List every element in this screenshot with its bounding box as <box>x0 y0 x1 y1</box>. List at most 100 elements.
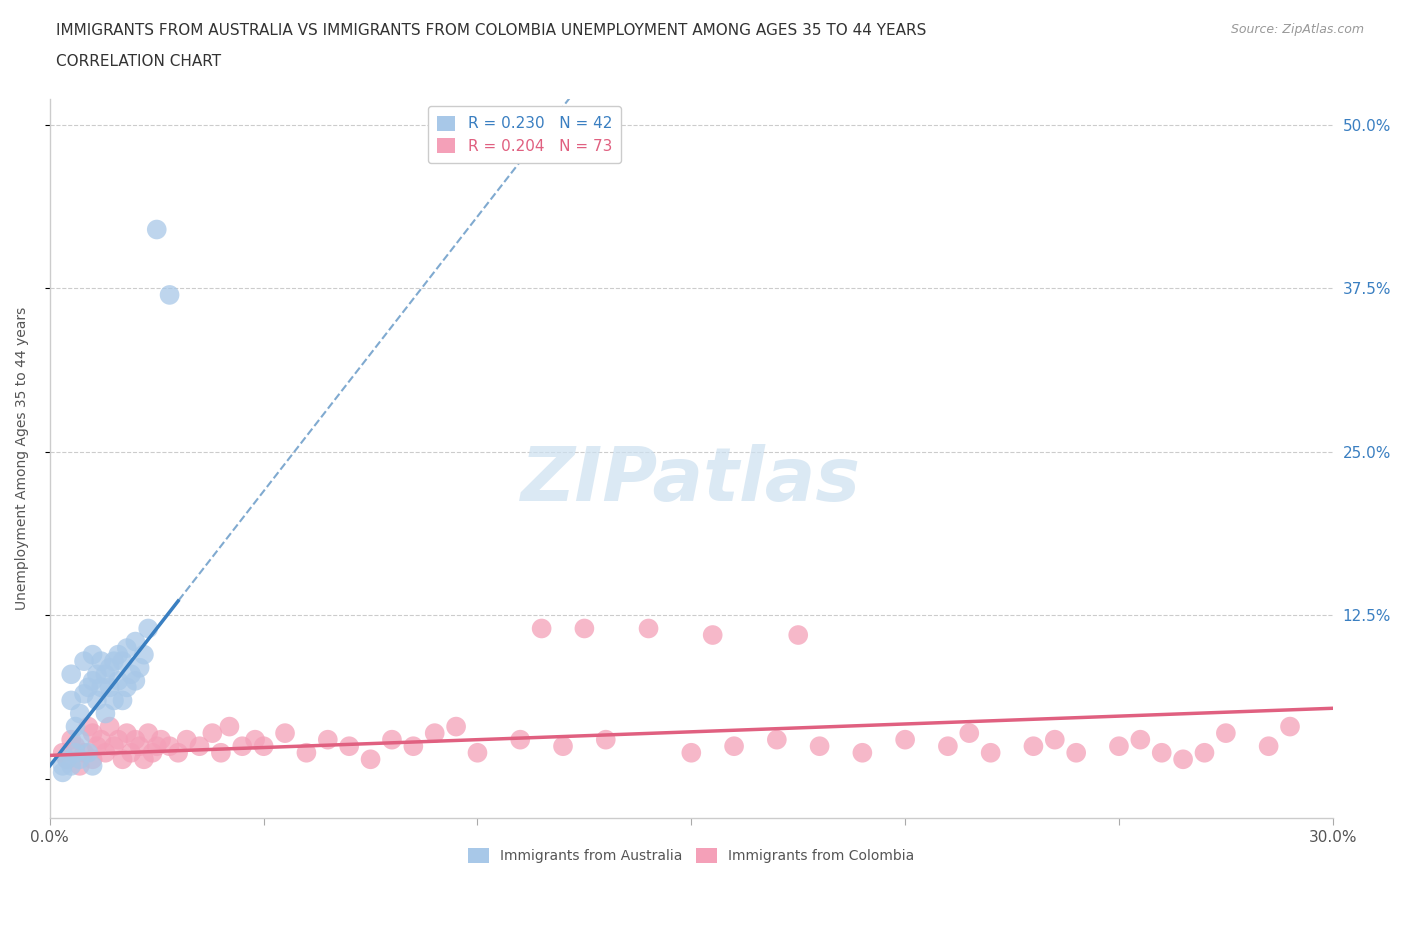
Point <box>73 745 96 760</box>
Text: Source: ZipAtlas.com: Source: ZipAtlas.com <box>1230 23 1364 36</box>
Point <box>73 686 96 701</box>
Point <box>808 738 831 753</box>
Point <box>60 758 83 773</box>
Point <box>145 738 167 753</box>
Point <box>107 673 129 688</box>
Point <box>295 745 318 760</box>
Point <box>766 732 789 747</box>
Point <box>82 647 104 662</box>
Point <box>115 680 138 695</box>
Point <box>209 745 232 760</box>
Point <box>167 745 190 760</box>
Point <box>65 738 87 753</box>
Point <box>201 725 224 740</box>
Point <box>77 745 100 760</box>
Text: CORRELATION CHART: CORRELATION CHART <box>56 54 221 69</box>
Point <box>851 745 873 760</box>
Point <box>82 758 104 773</box>
Point <box>467 745 489 760</box>
Point <box>1064 745 1087 760</box>
Point <box>107 647 129 662</box>
Point <box>1043 732 1066 747</box>
Point <box>595 732 617 747</box>
Point <box>150 732 173 747</box>
Point <box>444 719 467 734</box>
Point <box>145 222 167 237</box>
Point <box>77 719 100 734</box>
Point <box>894 732 917 747</box>
Point <box>128 738 150 753</box>
Point <box>65 719 87 734</box>
Point <box>69 751 91 766</box>
Point <box>124 673 146 688</box>
Point <box>551 738 574 753</box>
Point <box>90 654 112 669</box>
Point <box>60 667 83 682</box>
Point <box>159 287 181 302</box>
Point <box>702 628 724 643</box>
Point <box>107 732 129 747</box>
Point <box>120 667 142 682</box>
Point <box>94 706 117 721</box>
Point <box>1194 745 1216 760</box>
Point <box>56 751 79 766</box>
Point <box>60 732 83 747</box>
Point <box>82 673 104 688</box>
Point <box>69 758 91 773</box>
Point <box>381 732 404 747</box>
Point <box>723 738 745 753</box>
Point <box>509 732 531 747</box>
Point <box>316 732 339 747</box>
Point <box>136 621 159 636</box>
Point <box>218 719 240 734</box>
Point <box>103 738 125 753</box>
Point <box>1129 732 1152 747</box>
Point <box>111 654 134 669</box>
Point <box>77 680 100 695</box>
Point <box>65 745 87 760</box>
Point <box>1215 725 1237 740</box>
Point <box>1279 719 1302 734</box>
Point <box>787 628 810 643</box>
Point <box>637 621 659 636</box>
Point <box>98 719 121 734</box>
Point <box>360 751 382 766</box>
Point <box>176 732 198 747</box>
Point <box>128 660 150 675</box>
Point <box>98 660 121 675</box>
Point <box>574 621 596 636</box>
Point <box>1022 738 1045 753</box>
Point <box>115 641 138 656</box>
Point <box>86 738 108 753</box>
Point <box>69 732 91 747</box>
Point <box>681 745 703 760</box>
Point <box>52 765 75 780</box>
Point <box>52 745 75 760</box>
Point <box>136 725 159 740</box>
Point <box>980 745 1002 760</box>
Point <box>530 621 553 636</box>
Point <box>243 732 266 747</box>
Point <box>73 654 96 669</box>
Point <box>124 634 146 649</box>
Point <box>82 725 104 740</box>
Point <box>86 693 108 708</box>
Point <box>111 693 134 708</box>
Point <box>1150 745 1173 760</box>
Point <box>115 725 138 740</box>
Point <box>103 693 125 708</box>
Point <box>103 654 125 669</box>
Point <box>98 680 121 695</box>
Y-axis label: Unemployment Among Ages 35 to 44 years: Unemployment Among Ages 35 to 44 years <box>15 307 30 610</box>
Text: ZIPatlas: ZIPatlas <box>522 444 862 516</box>
Point <box>936 738 959 753</box>
Point <box>132 751 155 766</box>
Point <box>124 732 146 747</box>
Point <box>337 738 360 753</box>
Point <box>253 738 276 753</box>
Point <box>274 725 297 740</box>
Point <box>69 706 91 721</box>
Point <box>60 693 83 708</box>
Point <box>231 738 253 753</box>
Point <box>94 745 117 760</box>
